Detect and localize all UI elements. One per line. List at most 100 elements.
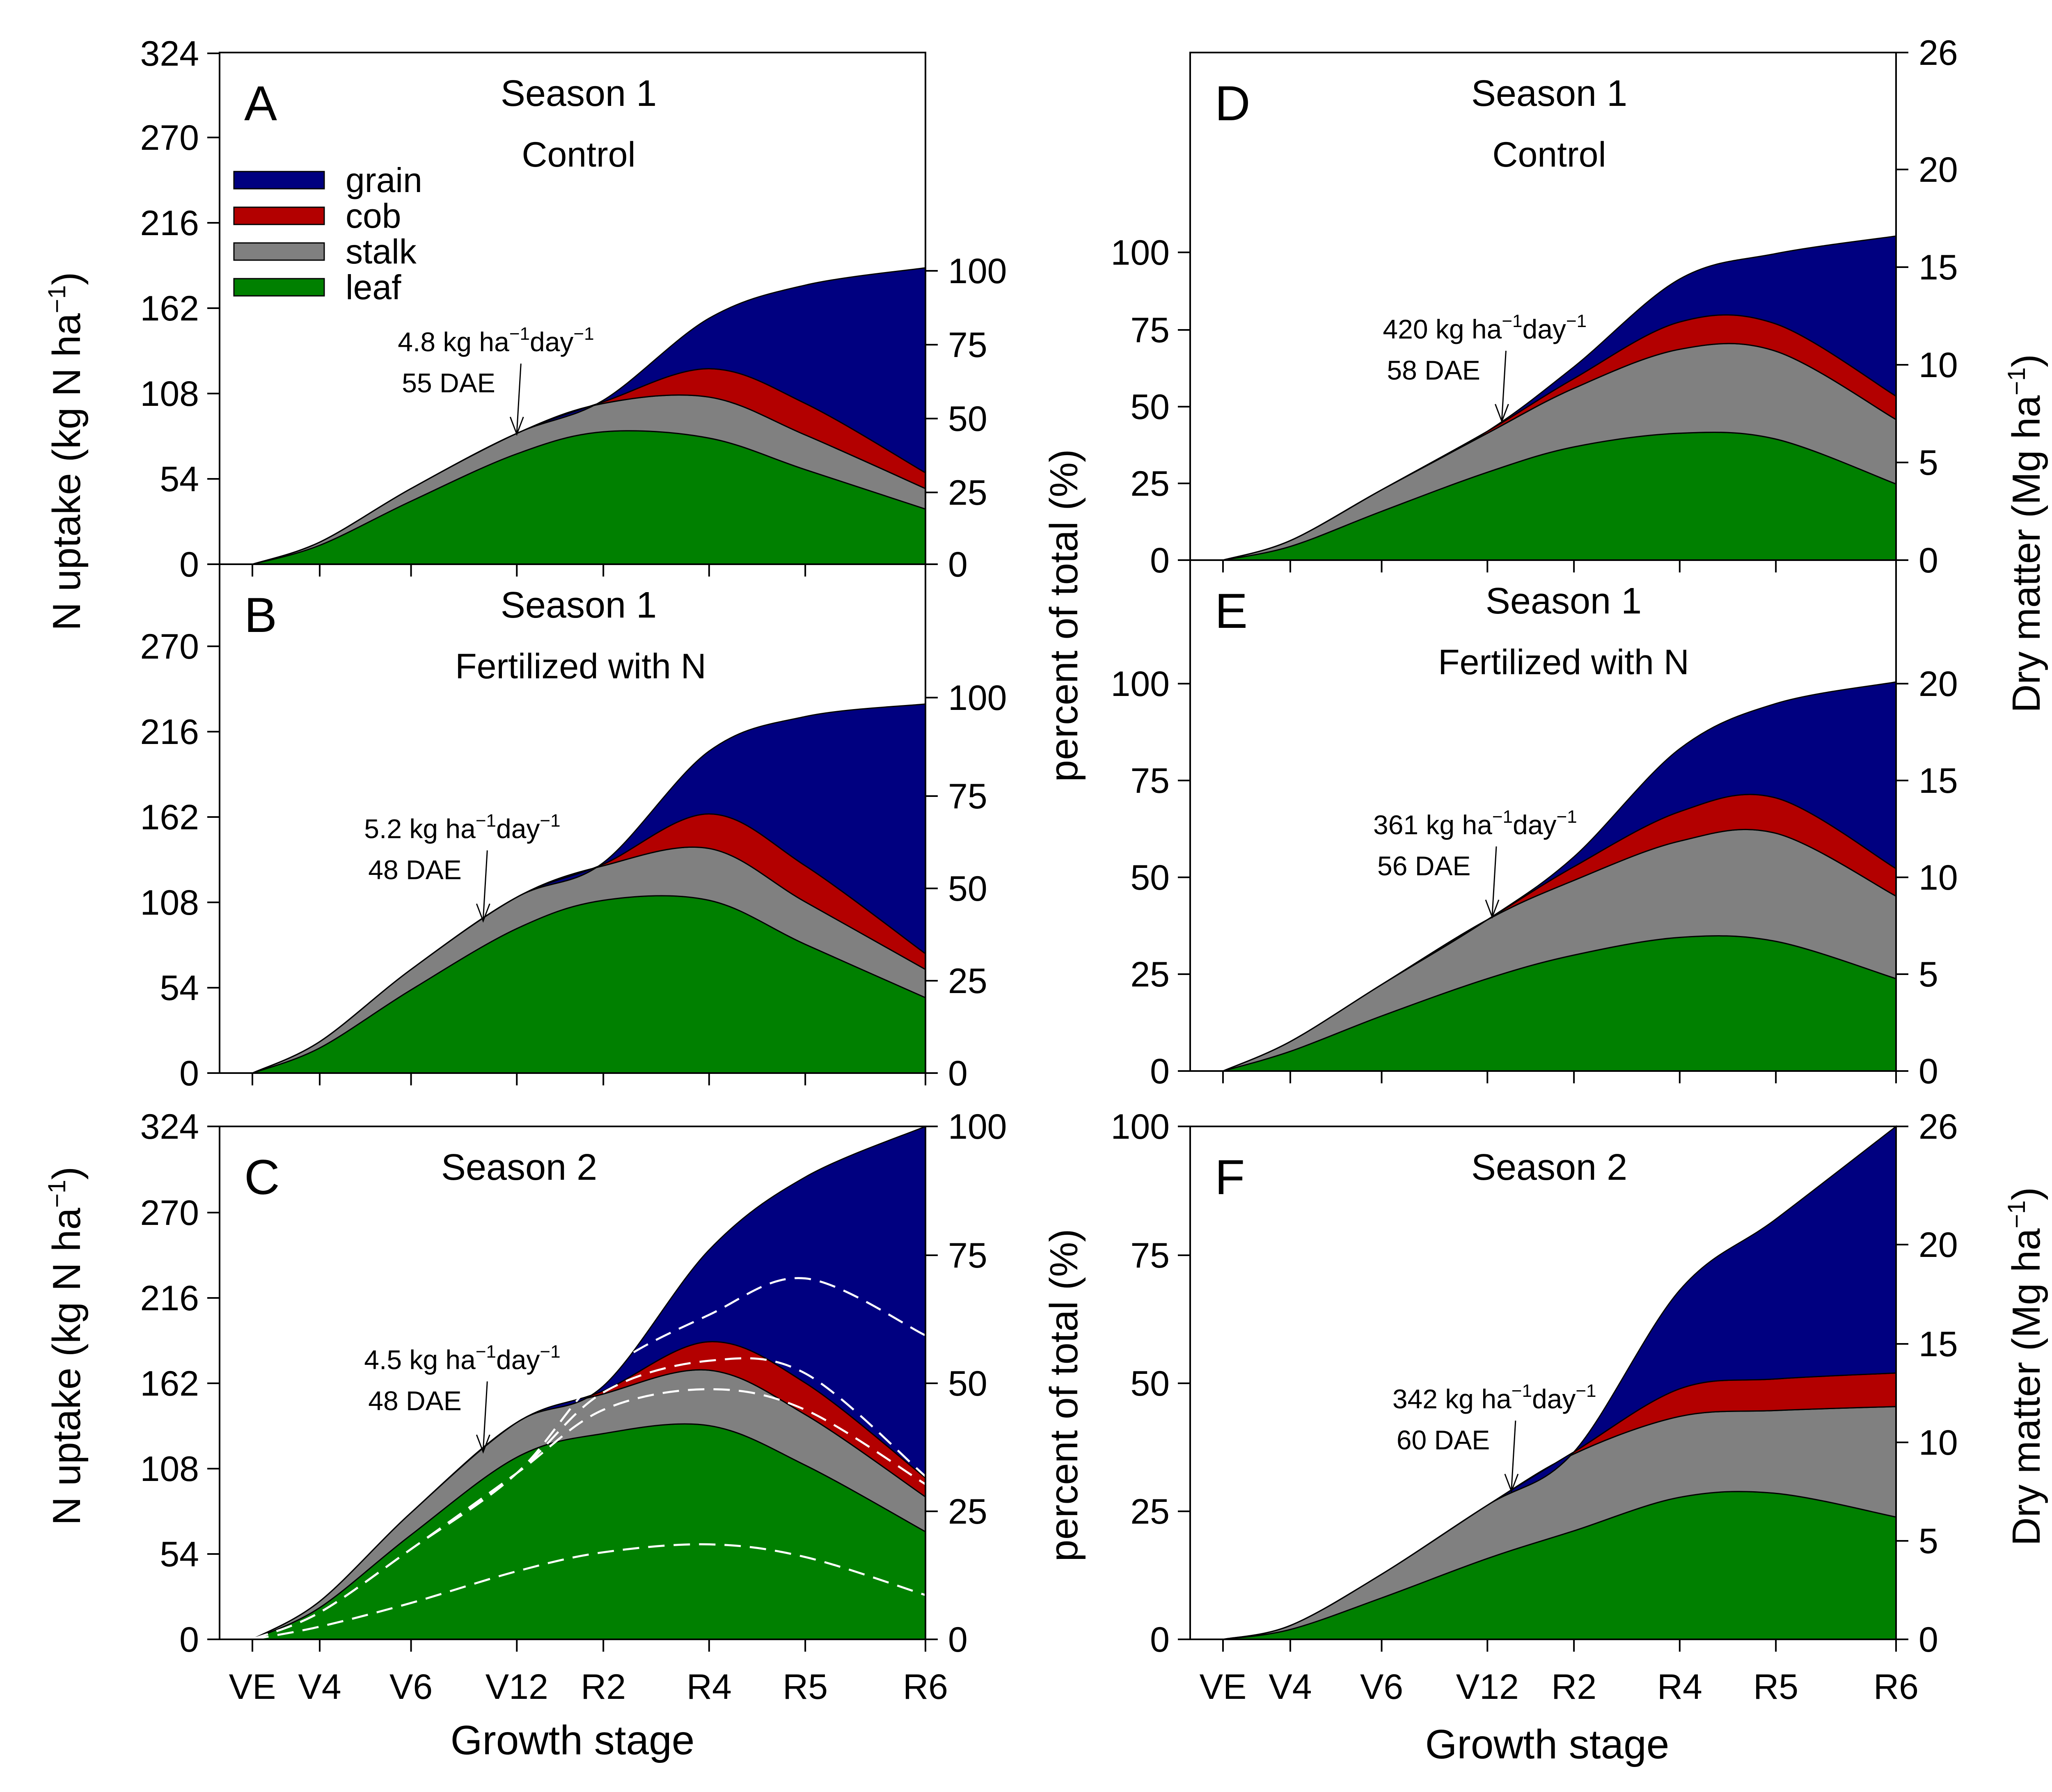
x-tick-label-C: R5 (783, 1667, 828, 1707)
pct-tick-label-A: 25 (948, 473, 987, 513)
legend-swatch-stalk (233, 242, 325, 261)
legend: grain cob stalk leaf (233, 161, 422, 307)
panel-subtitle-A: Control (522, 135, 635, 174)
y-tick-label-A: 0 (179, 545, 199, 584)
panel-title-C: Season 2 (441, 1147, 597, 1188)
arrow-shaft-A (516, 363, 522, 433)
panel-title-B: Season 1 (501, 585, 657, 626)
dm-tick-label-D: 15 (1919, 248, 1958, 287)
area-grain-F (1223, 1125, 1897, 1640)
panel-B: 0 54 108 162 216 270 0 25 50 75 100 B Season 1 Fertil… (140, 563, 1007, 1093)
y-tick-label-A: 270 (140, 118, 199, 158)
panel-subtitle-E: Fertilized with N (1438, 643, 1689, 682)
pct-tick-label-D: 0 (1150, 541, 1170, 580)
pct-tick-label-B: 25 (948, 961, 987, 1001)
arrow-head-F (1504, 1474, 1519, 1493)
arrow-head-E (1485, 899, 1500, 919)
panel-title-A: Season 1 (501, 73, 657, 114)
panel-subtitle-D: Control (1492, 135, 1606, 174)
x-tick-label-F: V12 (1456, 1667, 1519, 1707)
panel-C: VE V4 V6 V12 R2 R4 R5 R605410816221627032402550… (140, 1107, 1007, 1707)
x-title-left: Growth stage (451, 1717, 695, 1763)
dm-tick-label-D: 20 (1919, 150, 1958, 190)
panel-title-F: Season 2 (1471, 1147, 1627, 1188)
panel-letter-C: C (244, 1150, 280, 1205)
y-tick-label-A: 216 (140, 204, 199, 243)
panel-letter-A: A (244, 76, 277, 131)
y-tick-label-A: 108 (140, 374, 199, 414)
x-tick-label-C: R4 (687, 1667, 732, 1707)
dm-tick-label-D: 5 (1919, 443, 1938, 483)
pct-tick-label-C: 0 (948, 1620, 968, 1659)
panel-letter-B: B (244, 588, 277, 643)
pct-tick-label-D: 50 (1130, 387, 1170, 427)
rate-annotation-A: 4.8 kg ha−1day−1 (398, 324, 594, 357)
x-tick-label-C: VE (229, 1667, 276, 1707)
y-tick-label-B: 0 (179, 1054, 199, 1093)
panel-letter-F: F (1215, 1150, 1245, 1205)
arrow-shaft-F (1511, 1420, 1516, 1490)
frame-B (219, 563, 926, 1074)
arrow-shaft-E (1491, 846, 1497, 915)
right-y-title-top: Dry matter (Mg ha−1) (2003, 354, 2048, 713)
pct-tick-label-C: 25 (948, 1492, 987, 1531)
legend-label-grain: grain (346, 161, 422, 199)
pct-tick-label-D: 100 (1111, 233, 1170, 272)
pct-tick-label-A: 50 (948, 399, 987, 439)
x-tick-label-C: V6 (389, 1667, 433, 1707)
pct-tick-label-F: 50 (1130, 1364, 1170, 1403)
y-tick-label-A: 54 (160, 460, 199, 499)
rate-annotation-D: 420 kg ha−1day−1 (1383, 311, 1587, 344)
pct-tick-label-E: 100 (1111, 664, 1170, 704)
x-tick-label-C: R6 (903, 1667, 948, 1707)
dm-tick-label-E: 0 (1919, 1052, 1938, 1091)
pct-tick-label-F: 75 (1130, 1236, 1170, 1275)
percent-y-title-bottom: percent of total (%) (1042, 1229, 1086, 1561)
panel-title-E: Season 1 (1486, 581, 1642, 622)
arrow-head-B (476, 903, 490, 923)
y-tick-label-C: 0 (179, 1620, 199, 1659)
y-tick-label-B: 216 (140, 712, 199, 752)
arrow-shaft-D (1501, 350, 1507, 420)
left-y-title-bottom: N uptake (kg N ha−1) (43, 1167, 89, 1525)
dae-annotation-A: 55 DAE (402, 368, 495, 398)
dm-tick-label-D: 10 (1919, 346, 1958, 385)
dm-tick-label-F: 5 (1919, 1522, 1938, 1561)
percent-y-title-top: percent of total (%) (1042, 449, 1086, 782)
pct-tick-label-C: 75 (948, 1236, 987, 1275)
y-tick-label-B: 162 (140, 798, 199, 837)
x-title-right: Growth stage (1425, 1721, 1670, 1767)
dae-annotation-B: 48 DAE (368, 854, 461, 885)
dae-annotation-D: 58 DAE (1387, 355, 1480, 385)
x-tick-label-C: R2 (581, 1667, 626, 1707)
y-tick-label-C: 216 (140, 1279, 199, 1318)
pct-tick-label-E: 25 (1130, 955, 1170, 994)
pct-tick-label-E: 50 (1130, 858, 1170, 897)
pct-tick-label-C: 100 (948, 1107, 1007, 1147)
rate-annotation-E: 361 kg ha−1day−1 (1373, 807, 1577, 840)
dm-tick-label-F: 10 (1919, 1423, 1958, 1462)
arrow-head-C (476, 1434, 490, 1454)
left-y-title-top: N uptake (kg N ha−1) (43, 272, 89, 631)
dae-annotation-C: 48 DAE (368, 1385, 461, 1416)
y-tick-label-A: 162 (140, 289, 199, 328)
x-tick-label-F: R5 (1753, 1667, 1798, 1707)
pct-tick-label-B: 50 (948, 869, 987, 909)
y-tick-label-B: 54 (160, 968, 199, 1008)
legend-label-cob: cob (346, 197, 401, 235)
dm-tick-label-F: 15 (1919, 1325, 1958, 1364)
pct-tick-label-F: 100 (1111, 1107, 1170, 1147)
legend-label-leaf: leaf (346, 268, 401, 307)
dm-tick-label-F: 20 (1919, 1225, 1958, 1265)
dm-tick-label-E: 20 (1919, 664, 1958, 704)
dm-tick-label-F: 26 (1919, 1107, 1958, 1147)
pct-tick-label-E: 75 (1130, 761, 1170, 801)
pct-tick-label-D: 75 (1130, 311, 1170, 350)
legend-swatch-grain (233, 171, 325, 190)
white-dashed-3-C (252, 1277, 926, 1641)
x-tick-label-F: V6 (1360, 1667, 1403, 1707)
rate-annotation-F: 342 kg ha−1day−1 (1392, 1381, 1596, 1414)
